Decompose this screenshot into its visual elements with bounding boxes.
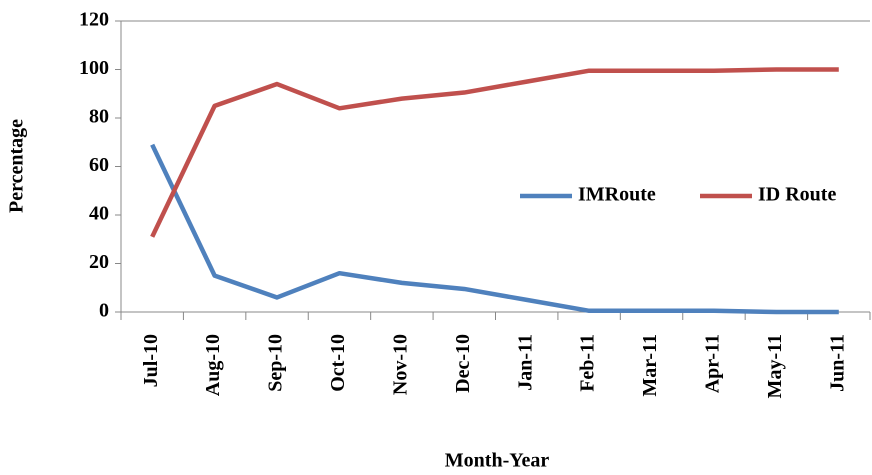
y-tick-label: 20 — [89, 251, 109, 273]
x-tick-label: Feb-11 — [577, 334, 599, 392]
y-tick-label: 80 — [89, 106, 109, 128]
line-series — [150, 67, 839, 238]
y-tick-label: 0 — [99, 300, 109, 322]
x-tick-label: Jul-10 — [140, 334, 162, 387]
x-tick-label: Sep-10 — [265, 334, 287, 392]
x-tick-label: Apr-11 — [702, 334, 724, 393]
x-tick-label: Dec-10 — [452, 334, 474, 393]
line-series — [150, 143, 839, 315]
x-tick-label: Mar-11 — [639, 334, 661, 397]
y-tick-label: 100 — [79, 57, 109, 79]
x-tick-label: Aug-10 — [202, 334, 224, 396]
y-tick-label: 60 — [89, 154, 109, 176]
x-tick-label: Nov-10 — [389, 334, 411, 395]
y-tick-label: 120 — [79, 9, 109, 31]
x-tick-label: Oct-10 — [327, 334, 349, 392]
x-axis-title: Month-Year — [445, 450, 550, 472]
x-tick-label: May-11 — [764, 334, 786, 398]
legend-label: IMRoute — [578, 184, 656, 206]
x-tick-label: Jun-11 — [826, 334, 848, 392]
y-axis-title: Percentage — [6, 119, 28, 213]
y-tick-label: 40 — [89, 203, 109, 225]
x-tick-label: Jan-11 — [514, 334, 536, 391]
legend-label: ID Route — [758, 184, 836, 206]
